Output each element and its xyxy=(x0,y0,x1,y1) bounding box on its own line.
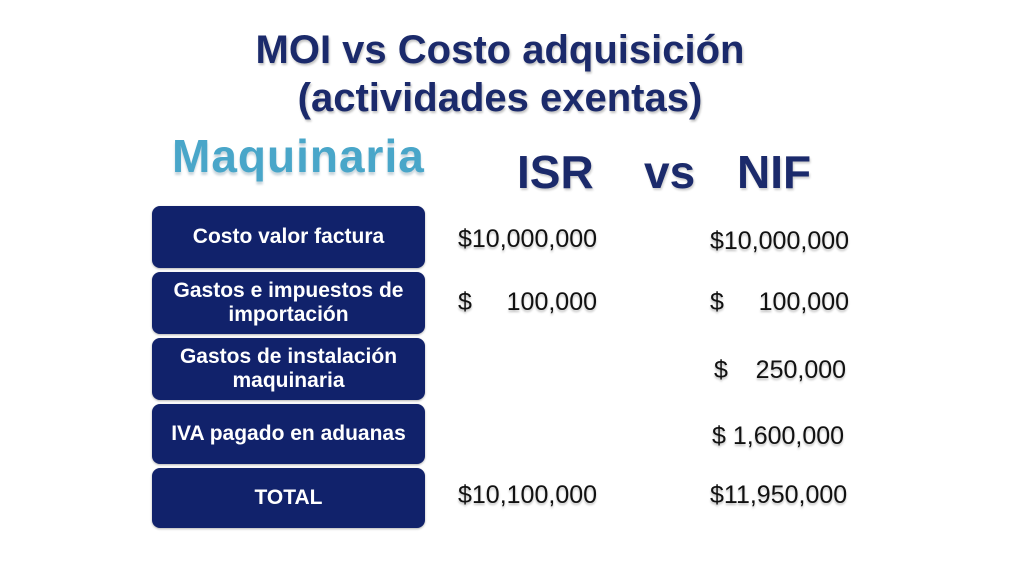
slide-title: MOI vs Costo adquisición (actividades ex… xyxy=(0,26,1000,122)
nif-value-costo: $10,000,000 xyxy=(710,227,850,255)
row-label-gastos-importacion: Gastos e impuestos de importación xyxy=(152,272,425,334)
nif-value-gastos-instalacion: $ 250,000 xyxy=(714,356,847,384)
nif-value-iva: $ 1,600,000 xyxy=(712,422,845,450)
header-nif: NIF xyxy=(737,146,812,198)
row-label-costo-valor-factura: Costo valor factura xyxy=(152,206,425,268)
isr-value-gastos-importacion: $ 100,000 xyxy=(458,288,598,316)
header-isr: ISR xyxy=(517,146,594,198)
isr-value-total: $10,100,000 xyxy=(458,481,598,509)
row-label-text: Costo valor factura xyxy=(192,225,385,248)
isr-value-costo: $10,000,000 xyxy=(458,225,598,253)
row-label-text: TOTAL xyxy=(254,486,323,509)
row-label-iva-aduanas: IVA pagado en aduanas xyxy=(152,404,425,464)
title-line-1: MOI vs Costo adquisición xyxy=(255,28,745,72)
row-label-text: Gastos e impuestos de importación xyxy=(173,279,404,326)
row-label-total: TOTAL xyxy=(152,468,425,528)
nif-value-total: $11,950,000 xyxy=(710,481,848,509)
nif-value-gastos-importacion: $ 100,000 xyxy=(710,288,850,316)
row-label-text: Gastos de instalación maquinaria xyxy=(179,345,398,392)
header-vs: vs xyxy=(644,146,696,198)
subtitle-maquinaria: Maquinaria xyxy=(172,130,425,182)
title-line-2: (actividades exentas) xyxy=(297,76,703,120)
row-label-gastos-instalacion: Gastos de instalación maquinaria xyxy=(152,338,425,400)
row-label-text: IVA pagado en aduanas xyxy=(171,422,406,445)
